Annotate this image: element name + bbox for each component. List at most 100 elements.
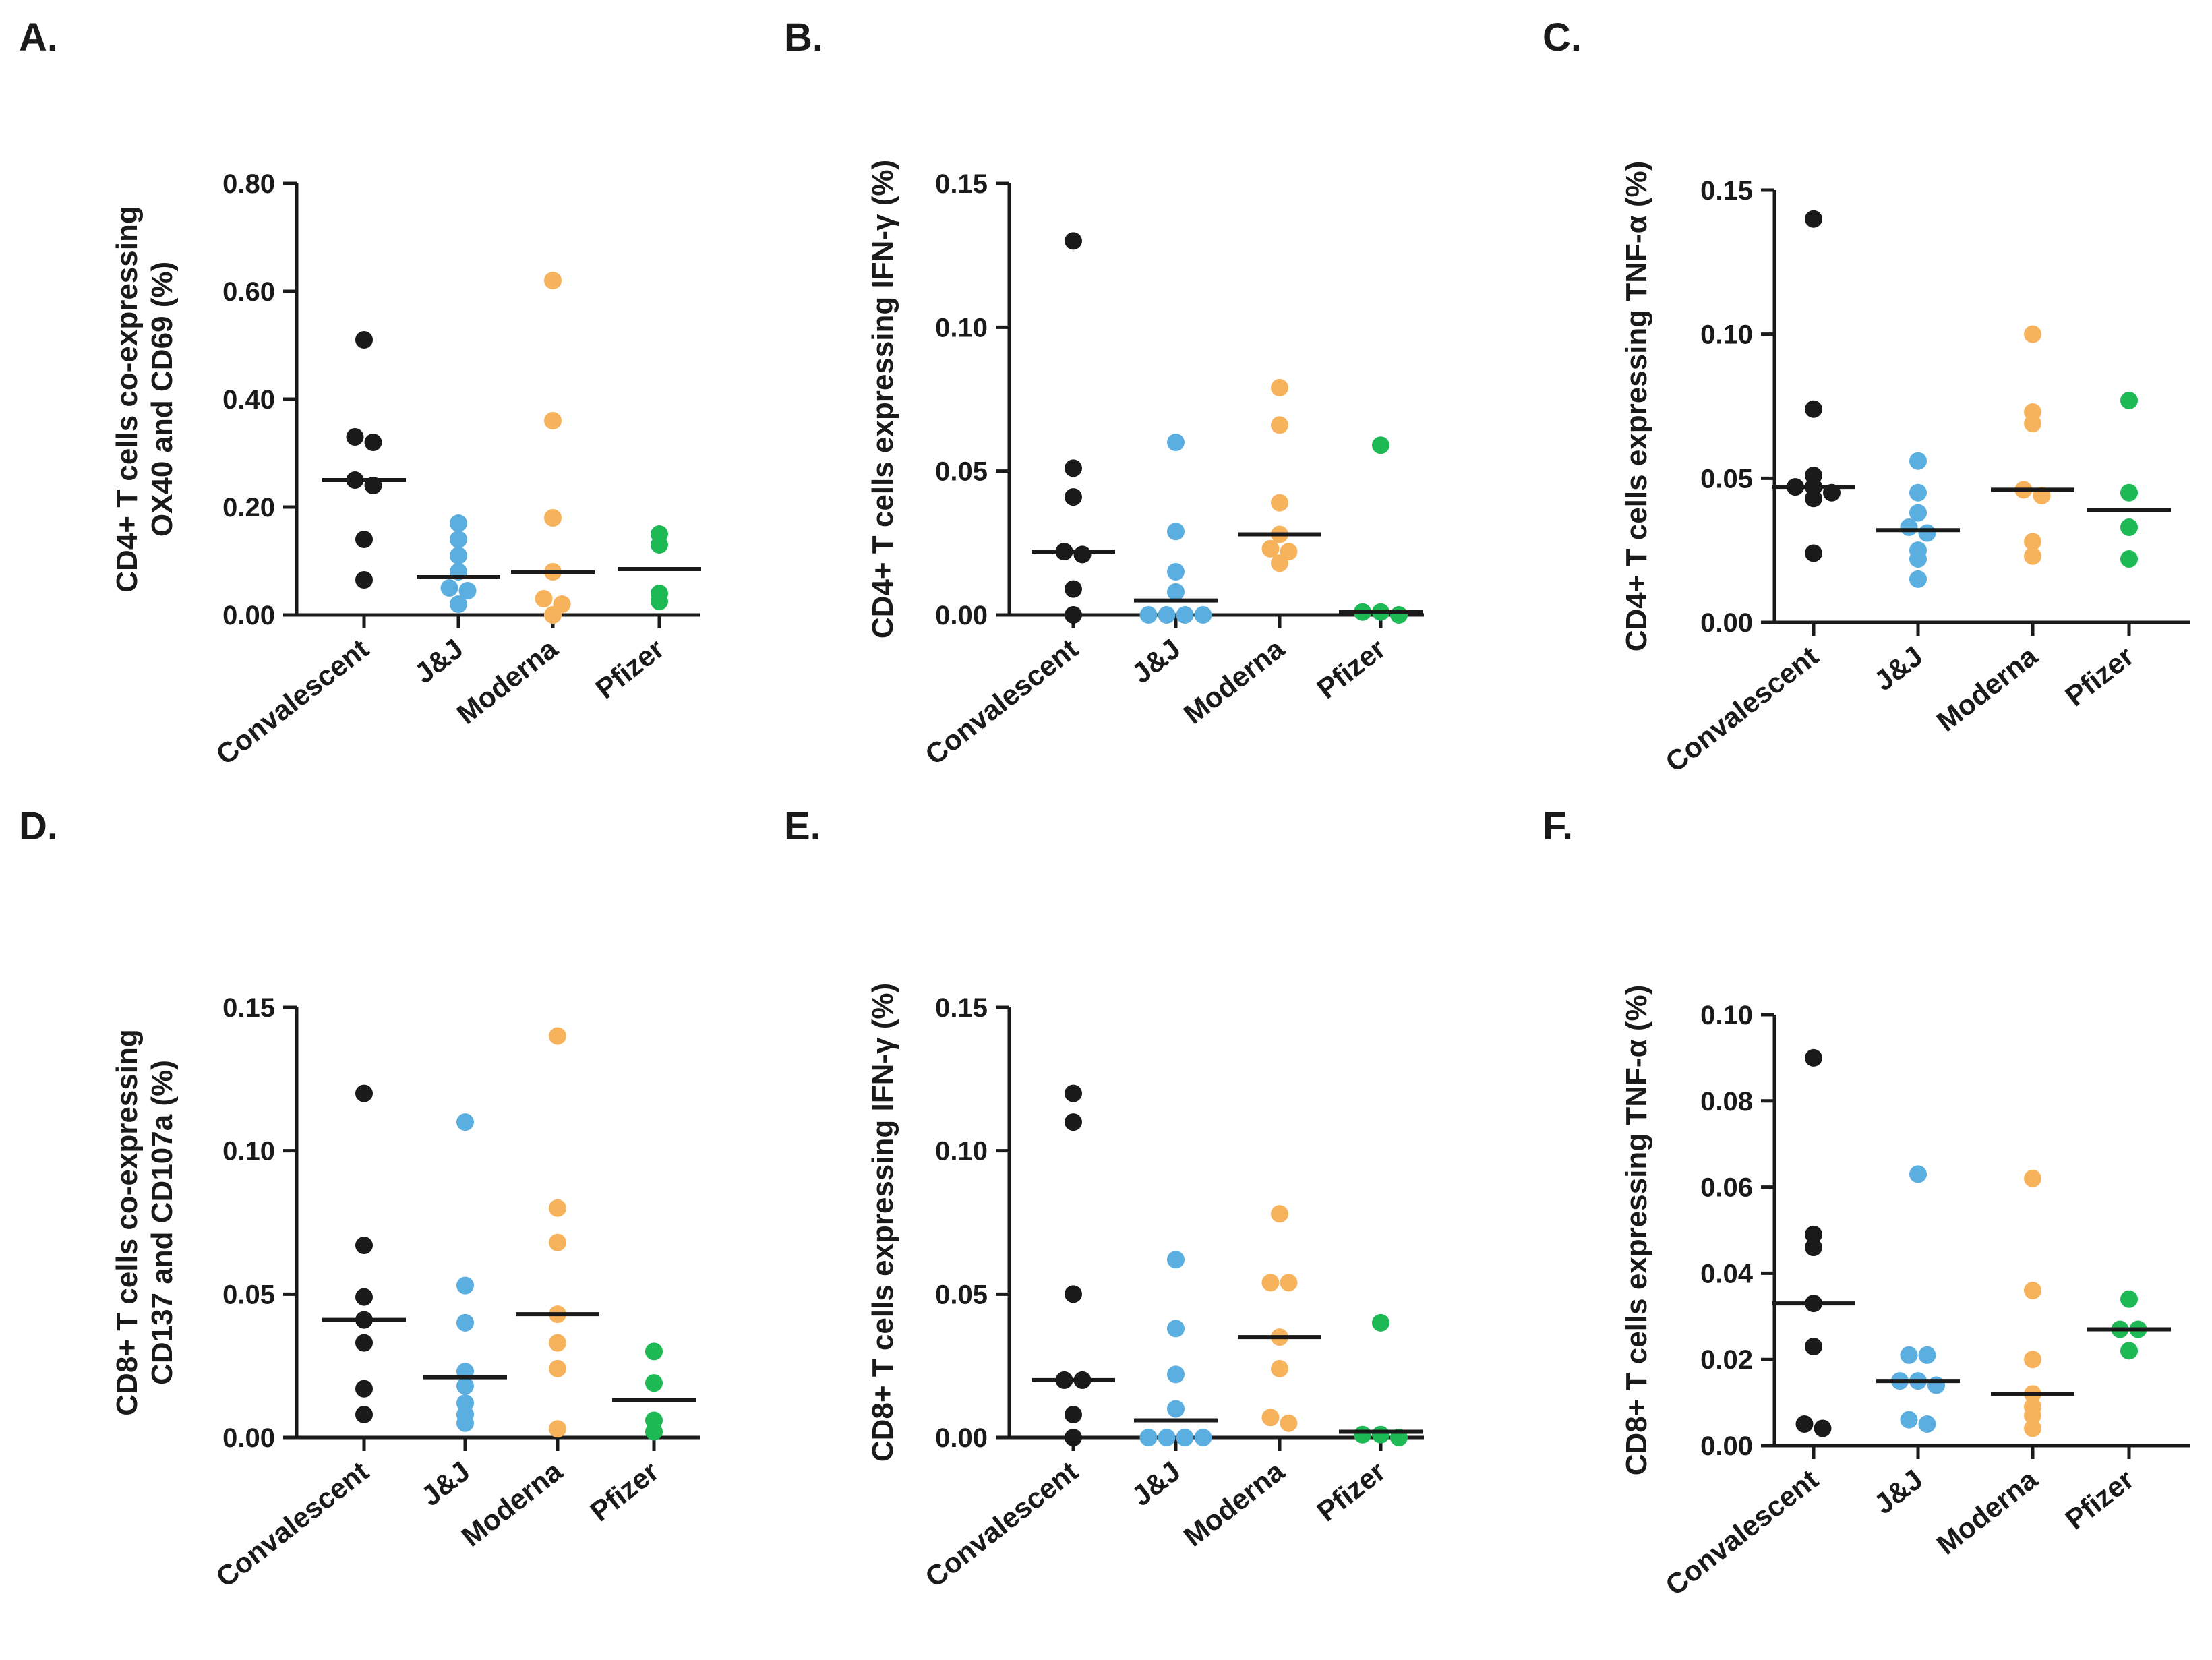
data-point	[456, 1313, 474, 1332]
data-point	[1065, 488, 1082, 506]
y-tick-label: 0.10	[935, 313, 988, 343]
x-tick-label: Convalescent	[1659, 640, 1824, 778]
data-point	[1261, 539, 1280, 558]
y-tick-label: 0.20	[222, 493, 275, 523]
data-point	[1900, 518, 1918, 536]
data-point	[535, 590, 553, 607]
x-tick-label: Convalescent	[210, 1455, 374, 1593]
data-point	[1176, 606, 1194, 624]
x-tick-label: Pfizer	[589, 632, 669, 705]
data-point	[1167, 563, 1185, 581]
data-point	[1918, 524, 1936, 542]
y-tick-label: 0.15	[935, 169, 988, 199]
data-point	[1167, 523, 1185, 541]
y-tick-label: 0.05	[222, 1280, 275, 1309]
data-point	[355, 571, 373, 589]
data-point	[364, 434, 382, 451]
y-tick-label: 0.00	[1700, 1431, 1753, 1461]
x-tick-label: Convalescent	[210, 632, 374, 771]
data-point	[549, 1027, 566, 1045]
panel-label: E.	[784, 804, 821, 848]
y-tick-label: 0.00	[935, 1423, 988, 1453]
data-point	[1065, 1113, 1082, 1131]
x-tick-label: Pfizer	[2059, 640, 2139, 712]
y-tick-label: 0.05	[1700, 464, 1753, 494]
y-tick-label: 0.80	[222, 169, 275, 199]
y-axis-label: CD8+ T cells expressing IFN-γ (%)	[866, 983, 899, 1462]
data-point	[1167, 1251, 1185, 1269]
y-tick-label: 0.08	[1700, 1087, 1753, 1117]
data-point	[651, 536, 668, 554]
data-point	[355, 331, 373, 349]
data-point	[440, 579, 458, 597]
panel-label: D.	[19, 804, 58, 848]
data-point	[1167, 1400, 1185, 1418]
data-point	[1805, 544, 1822, 562]
data-point	[1909, 570, 1927, 588]
x-tick-label: J&J	[1126, 632, 1187, 689]
y-axis-label: CD4+ T cells co-expressingOX40 and CD69 …	[111, 206, 179, 592]
data-point	[2024, 1419, 2041, 1437]
x-tick-label: Pfizer	[1311, 632, 1391, 705]
data-point	[1261, 1409, 1280, 1427]
data-point	[450, 547, 467, 564]
data-point	[544, 272, 562, 289]
x-tick-label: Pfizer	[2059, 1463, 2139, 1535]
y-tick-label: 0.10	[222, 1137, 275, 1166]
x-tick-label: Moderna	[1931, 1463, 2043, 1561]
y-tick-label: 0.06	[1700, 1173, 1753, 1203]
data-point	[456, 1276, 474, 1295]
data-point	[1065, 1429, 1082, 1446]
data-point	[1805, 400, 1822, 418]
chart-panel-6: F. 0.00 0.02 0.04 0.06 0.08 0.10 CD8+ T cells e…	[1543, 804, 2190, 1601]
data-point	[1805, 1225, 1822, 1243]
data-point	[2120, 1342, 2138, 1360]
panel-label: B.	[784, 16, 823, 59]
data-point	[1805, 490, 1822, 508]
data-point	[1805, 1338, 1822, 1356]
data-point	[2024, 533, 2041, 551]
data-point	[355, 1405, 373, 1423]
data-point	[1354, 1425, 1371, 1444]
data-point	[1158, 1429, 1176, 1446]
data-point	[1280, 1274, 1298, 1292]
data-point	[355, 1380, 373, 1398]
x-tick-label: J&J	[1868, 640, 1929, 696]
y-tick-label: 0.15	[222, 993, 275, 1023]
data-point	[2024, 1169, 2041, 1187]
data-point	[2024, 1406, 2041, 1425]
data-point	[1372, 1313, 1389, 1332]
data-point	[549, 1199, 566, 1217]
chart-panel-1: A. 0.00 0.20 0.40 0.60 0.80 CD4+ T cells co-ex…	[19, 16, 701, 771]
data-point	[1271, 554, 1288, 572]
data-point	[1271, 378, 1288, 396]
x-tick-label: Convalescent	[919, 632, 1083, 771]
data-point	[1065, 1285, 1082, 1303]
x-tick-label: Convalescent	[1659, 1463, 1824, 1601]
data-point	[544, 412, 562, 429]
data-point	[1814, 1419, 1832, 1437]
data-point	[2024, 325, 2041, 343]
data-point	[1909, 483, 1927, 502]
data-point	[1271, 416, 1288, 434]
data-point	[1900, 1346, 1918, 1364]
data-point	[1158, 606, 1176, 624]
data-point	[1805, 1048, 1822, 1067]
x-tick-label: J&J	[1126, 1455, 1187, 1512]
data-point	[1805, 1239, 1822, 1257]
y-tick-label: 0.04	[1700, 1259, 1754, 1288]
chart-panel-2: B. 0.00 0.05 0.10 0.15 CD4+ T cells expressin…	[784, 16, 1424, 771]
data-point	[645, 1374, 663, 1392]
y-axis-label: CD4+ T cells expressing TNF-α (%)	[1620, 161, 1653, 652]
data-point	[1194, 606, 1212, 624]
data-point	[1176, 1429, 1194, 1446]
data-point	[549, 1359, 566, 1377]
x-tick-label: Pfizer	[584, 1455, 664, 1527]
x-tick-label: Moderna	[1931, 640, 2043, 738]
data-point	[2120, 550, 2138, 568]
y-tick-label: 0.60	[222, 277, 275, 307]
data-point	[355, 1084, 373, 1102]
y-axis-label: CD8+ T cells expressing TNF-α (%)	[1620, 985, 1653, 1476]
x-tick-label: Moderna	[1178, 632, 1290, 730]
